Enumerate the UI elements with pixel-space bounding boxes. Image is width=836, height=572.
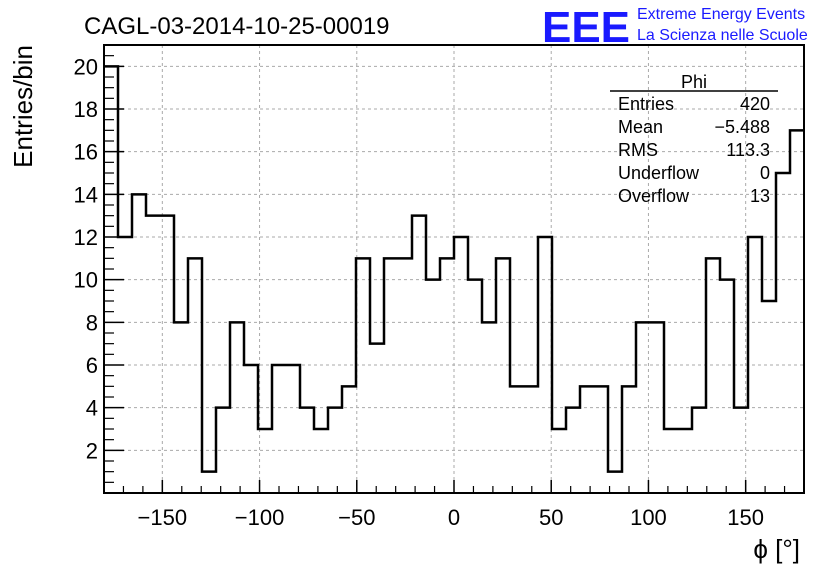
- histogram-bar: [762, 301, 776, 493]
- histogram-bar: [398, 258, 412, 493]
- y-tick-label: 10: [74, 268, 98, 293]
- histogram-bar: [790, 130, 804, 493]
- logo-letters: EEE: [542, 3, 630, 52]
- histogram-bar: [174, 322, 188, 493]
- x-axis-label: ϕ [°]: [753, 534, 800, 564]
- histogram-bar: [720, 280, 734, 493]
- y-tick-label: 4: [86, 396, 98, 421]
- stats-box: Phi Entries 420 Mean −5.488 RMS 113.3 Un…: [610, 72, 778, 206]
- y-tick-label: 20: [74, 54, 98, 79]
- y-tick-label: 12: [74, 225, 98, 250]
- histogram-bar: [328, 408, 342, 493]
- histogram-bar: [342, 386, 356, 493]
- y-tick-label: 14: [74, 182, 98, 207]
- histogram-bar: [300, 408, 314, 493]
- histogram-bar: [524, 386, 538, 493]
- histogram-bar: [552, 429, 566, 493]
- histogram-bar: [356, 258, 370, 493]
- y-tick-label: 16: [74, 140, 98, 165]
- stats-value-overflow: 13: [750, 186, 770, 206]
- histogram-bar: [426, 280, 440, 493]
- histogram-bar: [510, 386, 524, 493]
- stats-label-overflow: Overflow: [618, 186, 690, 206]
- y-tick-label: 6: [86, 353, 98, 378]
- histogram-bar: [370, 344, 384, 493]
- stats-label-rms: RMS: [618, 140, 658, 160]
- y-axis-label: Entries/bin: [8, 45, 38, 168]
- histogram-bar: [454, 237, 468, 493]
- histogram-bar: [104, 66, 118, 493]
- histogram-bar: [132, 194, 146, 493]
- histogram-bar: [650, 322, 664, 493]
- histogram-bar: [230, 322, 244, 493]
- histogram-bar: [748, 237, 762, 493]
- chart-title: CAGL-03-2014-10-25-00019: [84, 13, 390, 40]
- histogram-outline: [104, 65, 804, 473]
- histogram-bar: [188, 258, 202, 493]
- histogram-bar: [272, 365, 286, 493]
- histogram-bar: [496, 258, 510, 493]
- histogram-bar: [678, 429, 692, 493]
- stats-value-underflow: 0: [760, 163, 770, 183]
- histogram-bar: [594, 386, 608, 493]
- logo-line-2: La Scienza nelle Scuole: [637, 27, 808, 44]
- histogram-bar: [580, 386, 594, 493]
- histogram-bar: [412, 216, 426, 493]
- x-tick-label: −100: [235, 505, 285, 530]
- histogram-bar: [146, 216, 160, 493]
- x-tick-label: 100: [630, 505, 667, 530]
- eee-logo: EEE Extreme Energy Events La Scienza nel…: [542, 3, 808, 52]
- histogram-bar: [482, 322, 496, 493]
- y-tick-label: 8: [86, 310, 98, 335]
- stats-value-mean: −5.488: [714, 117, 770, 137]
- logo-line-1: Extreme Energy Events: [637, 6, 805, 23]
- histogram-bar: [244, 365, 258, 493]
- stats-label-underflow: Underflow: [618, 163, 700, 183]
- stats-title: Phi: [681, 72, 707, 92]
- histogram-bar: [622, 386, 636, 493]
- stats-label-mean: Mean: [618, 117, 663, 137]
- histogram-bar: [608, 472, 622, 493]
- histogram-bar: [566, 408, 580, 493]
- x-tick-label: 150: [727, 505, 764, 530]
- stats-value-rms: 113.3: [726, 140, 770, 160]
- histogram-bar: [160, 216, 174, 493]
- x-tick-label: 50: [539, 505, 563, 530]
- histogram-bar: [664, 429, 678, 493]
- stats-label-entries: Entries: [618, 94, 674, 114]
- x-tick-label: −50: [338, 505, 375, 530]
- histogram-bar: [734, 408, 748, 493]
- histogram-bar: [258, 429, 272, 493]
- histogram-bar: [776, 173, 790, 493]
- histogram-bar: [314, 429, 328, 493]
- histogram-bar: [440, 258, 454, 493]
- plot-frame: [103, 44, 805, 494]
- y-tick-label: 18: [74, 97, 98, 122]
- tick-labels: −150 −100 −50 0 50 100 150 2 4 6 8 10 12 14 16 18 20: [74, 54, 765, 530]
- histogram-bar: [636, 322, 650, 493]
- histogram-bar: [692, 408, 706, 493]
- histogram-bar: [384, 258, 398, 493]
- histogram-bar: [706, 258, 720, 493]
- histogram-bar: [286, 365, 300, 493]
- x-tick-label: 0: [448, 505, 460, 530]
- histogram-bar: [216, 408, 230, 493]
- histogram-bar: [202, 472, 216, 493]
- stats-value-entries: 420: [740, 94, 770, 114]
- histogram-bar: [468, 280, 482, 493]
- axis-ticks: [103, 55, 805, 493]
- y-tick-label: 2: [86, 438, 98, 463]
- histogram-bar: [118, 237, 132, 493]
- histogram-bar: [538, 237, 552, 493]
- x-tick-label: −150: [138, 505, 188, 530]
